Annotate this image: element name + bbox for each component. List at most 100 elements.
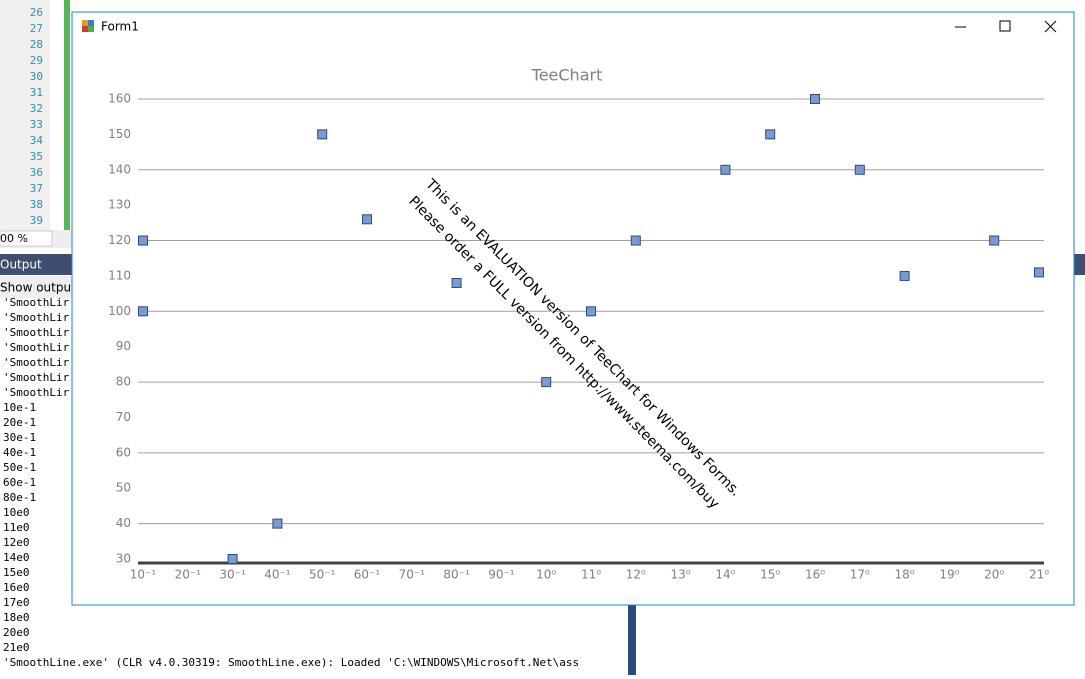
output-line: 'SmoothLir <box>3 326 70 339</box>
window-icon <box>88 20 94 26</box>
output-line: 'SmoothLir <box>3 356 70 369</box>
y-tick-label: 130 <box>108 198 131 212</box>
point <box>1034 267 1044 278</box>
y-tick-label: 90 <box>116 339 131 353</box>
x-tick-label: 20⁻¹ <box>175 568 202 582</box>
output-line: 'SmoothLine.exe' (CLR v4.0.30319: Smooth… <box>3 656 579 669</box>
output-line: 50e-1 <box>3 461 36 474</box>
line-number: 28 <box>30 38 43 51</box>
window-title: Form1 <box>101 20 139 34</box>
output-line: 21e0 <box>3 641 30 654</box>
y-tick-label: 160 <box>108 92 131 106</box>
line-number: 37 <box>30 182 43 195</box>
x-tick-label: 21⁰ <box>1029 568 1049 582</box>
point <box>720 164 731 175</box>
output-line: 14e0 <box>3 551 30 564</box>
output-filter[interactable]: Show output f <box>0 281 85 295</box>
x-tick-label: 40⁻¹ <box>264 568 291 582</box>
y-tick-label: 150 <box>108 127 131 141</box>
x-tick-label: 16⁰ <box>805 568 825 582</box>
point <box>138 306 148 317</box>
window-icon <box>82 20 88 26</box>
y-tick-label: 80 <box>116 375 131 389</box>
point <box>989 235 1000 246</box>
y-tick-label: 40 <box>116 516 131 530</box>
x-tick-label: 50⁻¹ <box>309 568 336 582</box>
output-line: 80e-1 <box>3 491 36 504</box>
point <box>138 235 148 246</box>
point <box>451 278 462 288</box>
output-title: Output <box>0 258 42 272</box>
x-tick-label: 80⁻¹ <box>443 568 470 582</box>
output-line: 'SmoothLir <box>3 386 70 399</box>
close-button[interactable] <box>1044 20 1057 33</box>
chart: 30 40 50 60 70 80 90 100 110 120 130 140 150 160 10⁻¹ 2… <box>108 92 1049 582</box>
x-tick-label: 11⁰ <box>581 568 601 582</box>
line-number: 31 <box>30 86 43 99</box>
y-tick-label: 100 <box>108 304 131 318</box>
output-line: 30e-1 <box>3 431 36 444</box>
output-line: 'SmoothLir <box>3 371 70 384</box>
form-window: Form1 <box>71 11 1075 606</box>
point <box>765 129 776 140</box>
y-tick-label: 140 <box>108 162 131 176</box>
ide-text: 26 27 28 29 30 31 32 33 34 35 36 37 38 39 'SmoothLir 'S… <box>3 6 579 669</box>
x-tick-label: 90⁻¹ <box>488 568 515 582</box>
output-toolbar <box>0 276 72 298</box>
output-line: 17e0 <box>3 596 30 609</box>
point <box>810 94 820 104</box>
x-tick-label: 19⁰ <box>939 568 959 582</box>
line-number: 27 <box>30 22 43 35</box>
window-frame <box>71 11 1075 606</box>
output-line: 11e0 <box>3 521 30 534</box>
x-tick-label: 30⁻¹ <box>219 568 246 582</box>
window-icon <box>88 26 94 32</box>
y-tick-label: 120 <box>108 233 131 247</box>
output-line: 40e-1 <box>3 446 36 459</box>
x-tick-label: 70⁻¹ <box>399 568 426 582</box>
line-number: 32 <box>30 102 43 115</box>
line-number: 26 <box>30 6 43 19</box>
line-number: 30 <box>30 70 43 83</box>
x-tick-label: 12⁰ <box>626 568 646 582</box>
change-bar <box>64 0 70 230</box>
output-line: 12e0 <box>3 536 30 549</box>
line-number: 39 <box>30 214 43 227</box>
output-line: 10e-1 <box>3 401 36 414</box>
line-number: 35 <box>30 150 43 163</box>
chart-title: TeeChart <box>531 66 603 85</box>
y-tick-label: 70 <box>116 410 131 424</box>
output-line: 'SmoothLir <box>3 296 70 309</box>
y-tick-label: 60 <box>116 445 131 459</box>
x-tick-label: 17⁰ <box>850 568 870 582</box>
output-line: 15e0 <box>3 566 30 579</box>
zoom-box[interactable] <box>0 230 53 247</box>
point <box>272 518 283 529</box>
zoom-text: 00 % <box>0 232 28 245</box>
point <box>317 129 328 140</box>
y-tick-label: 30 <box>116 552 131 566</box>
x-tick-label: 60⁻¹ <box>354 568 381 582</box>
window-icon <box>82 26 88 32</box>
output-line: 10e0 <box>3 506 30 519</box>
output-line: 20e0 <box>3 626 30 639</box>
point <box>362 214 372 225</box>
line-gutter <box>0 0 50 230</box>
point <box>541 377 552 388</box>
x-tick-label: 14⁰ <box>715 568 735 582</box>
line-number: 38 <box>30 198 43 211</box>
line-number: 34 <box>30 134 44 147</box>
output-line: 16e0 <box>3 581 30 594</box>
point <box>854 164 865 175</box>
maximize-button[interactable] <box>999 20 1011 32</box>
x-tick-label: 20⁰ <box>984 568 1004 582</box>
x-tick-label: 10⁻¹ <box>130 568 157 582</box>
y-tick-label: 110 <box>108 268 131 282</box>
x-tick-label: 10⁰ <box>536 568 556 582</box>
output-line: 20e-1 <box>3 416 36 429</box>
line-number: 36 <box>30 166 43 179</box>
point <box>586 306 596 317</box>
line-number: 29 <box>30 54 43 67</box>
line-number: 33 <box>30 118 43 131</box>
